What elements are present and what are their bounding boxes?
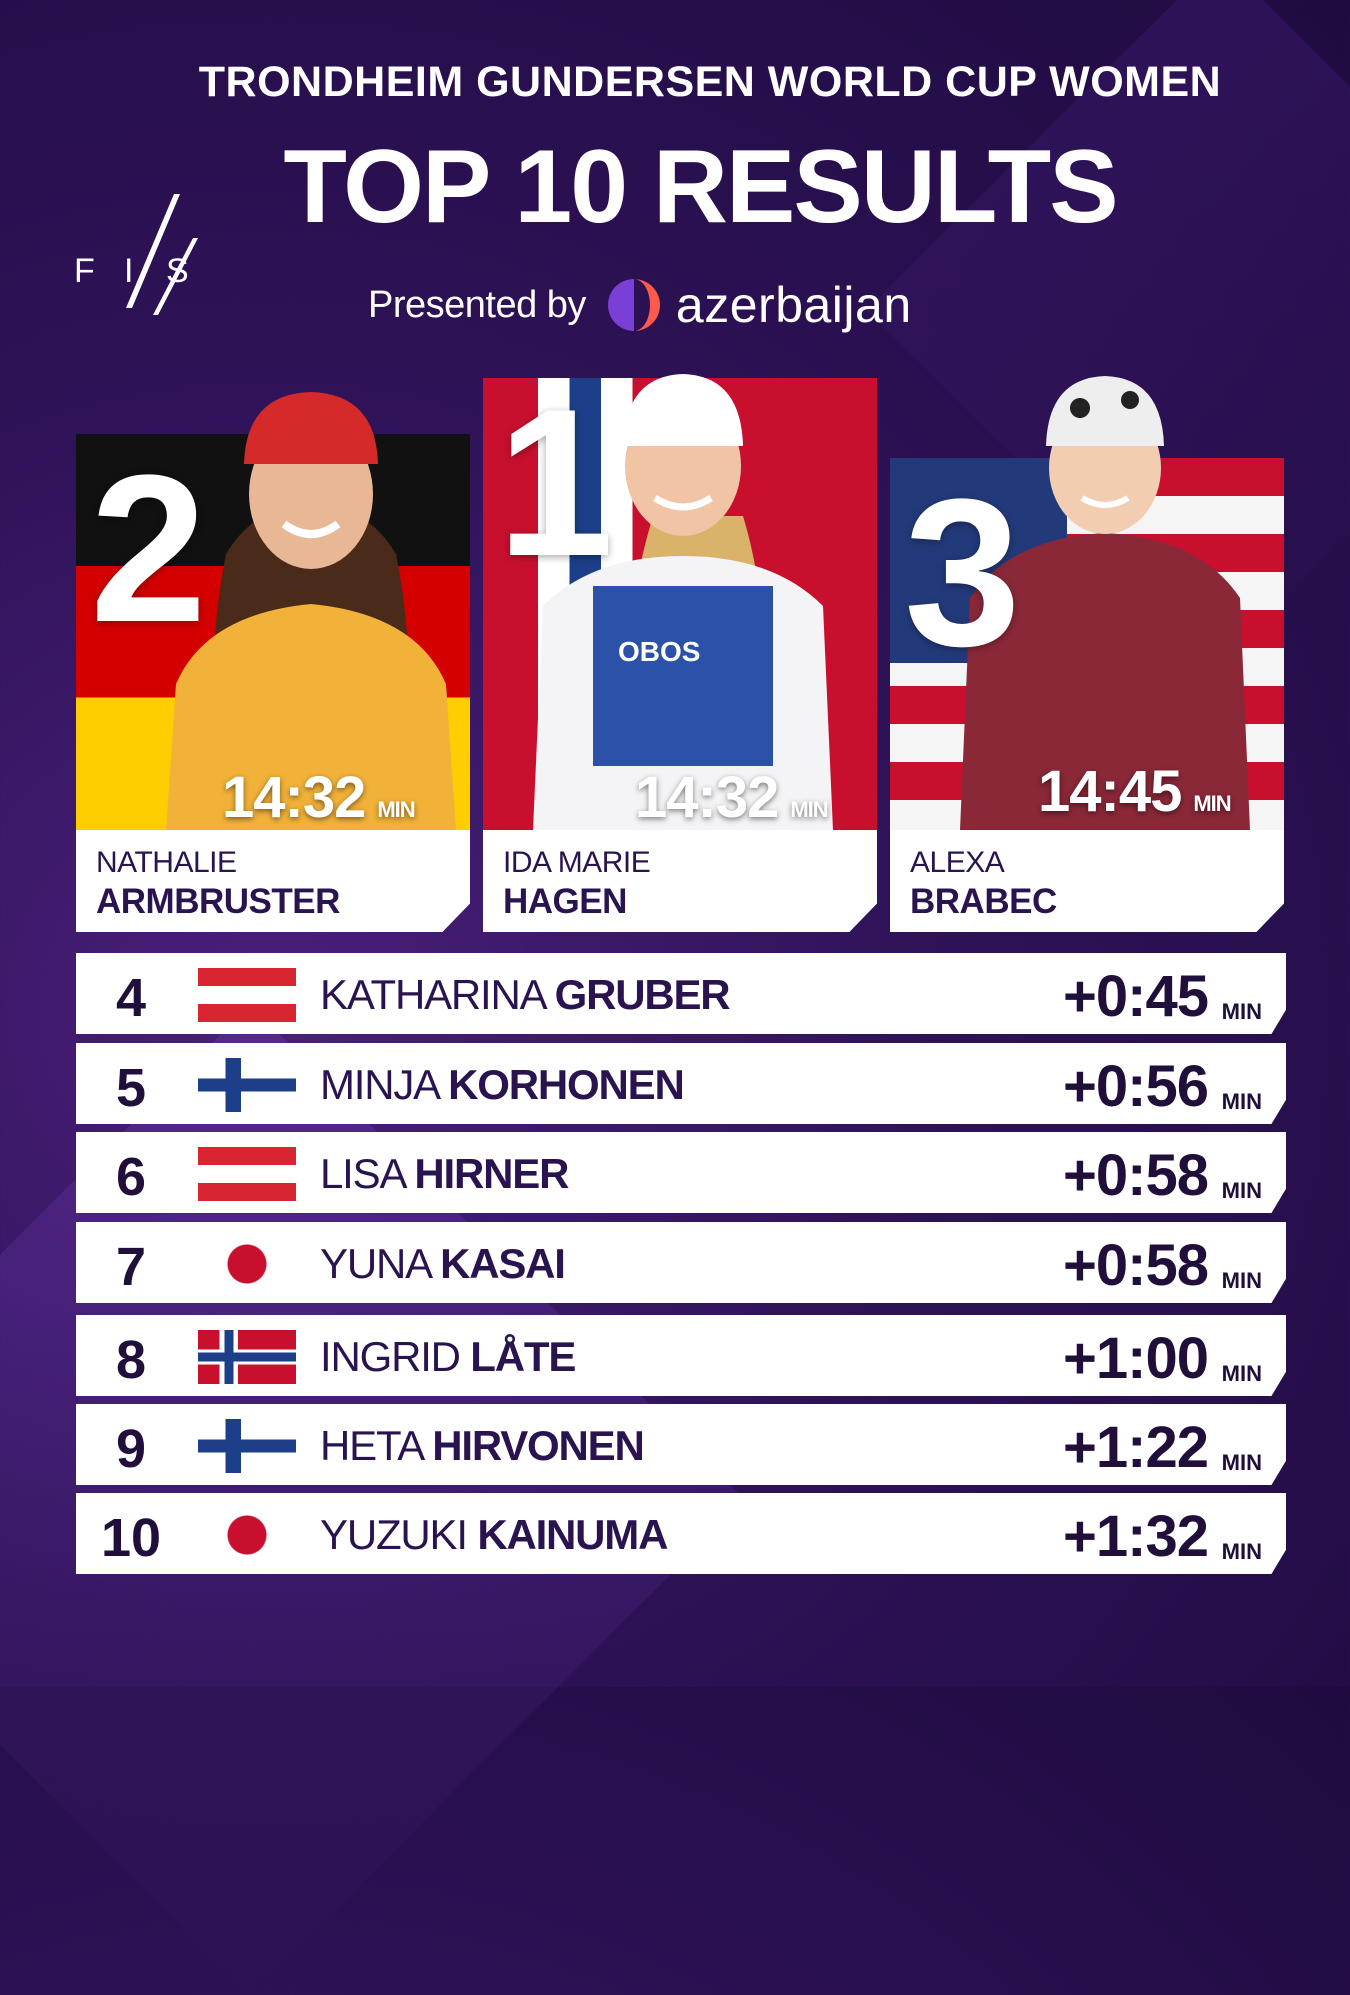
event-title: TRONDHEIM GUNDERSEN WORLD CUP WOMEN: [198, 58, 1222, 106]
podium-rank: 2: [90, 431, 207, 666]
athlete-first-name: KATHARINA: [320, 971, 545, 1018]
podium-time-unit: MIN: [1193, 791, 1231, 816]
athlete-last-name: HIRNER: [414, 1150, 569, 1197]
athlete-last-name: HIRVONEN: [432, 1422, 645, 1469]
presented-by: Presented by azerbaijan: [368, 270, 912, 340]
result-unit: MIN: [1221, 1361, 1262, 1386]
athlete-first-name: IDA MARIE: [503, 846, 651, 879]
athlete-last-name: GRUBER: [554, 971, 731, 1018]
presented-by-label: Presented by: [368, 283, 586, 326]
athlete-name: MINJA KORHONEN: [320, 1061, 685, 1109]
podium-time-value: 14:32: [635, 765, 779, 830]
athlete-name: INGRID LÅTE: [320, 1333, 576, 1381]
result-rank: 7: [115, 1237, 147, 1297]
result-rank: 6: [115, 1147, 147, 1207]
result-unit: MIN: [1221, 1450, 1262, 1475]
athlete-first-name: LISA: [320, 1150, 405, 1197]
podium-time: 14:32 MIN: [222, 764, 416, 831]
result-row: 8 INGRID LÅTE +1:00 MIN: [76, 1315, 1286, 1396]
norway-flag: [198, 1330, 296, 1384]
athlete-first-name: INGRID: [320, 1333, 461, 1380]
podium-rank: 3: [904, 455, 1021, 690]
athlete-last-name: KASAI: [440, 1240, 566, 1287]
result-rank: 10: [100, 1508, 162, 1568]
finland-flag: [198, 1058, 296, 1112]
result-row: 4 KATHARINA GRUBER +0:45 MIN: [76, 953, 1286, 1034]
athlete-last-name: LÅTE: [470, 1333, 576, 1380]
athlete-last-name: HAGEN: [503, 882, 627, 921]
athlete-last-name: KAINUMA: [477, 1511, 668, 1558]
result-rank: 9: [115, 1419, 147, 1479]
athlete-first-name: YUZUKI: [320, 1511, 468, 1558]
result-rank: 8: [115, 1330, 147, 1390]
austria-flag: [198, 1147, 296, 1201]
result-gap: +1:00: [1063, 1326, 1209, 1391]
podium-namebox: ALEXA BRABEC: [890, 830, 1284, 932]
podium-card-1: OBOS 1 14:32 MIN IDA MARIE HAGEN: [483, 365, 877, 932]
athlete-first-name: YUNA: [320, 1240, 431, 1287]
athlete-name: YUNA KASAI: [320, 1240, 566, 1288]
result-row: 5 MINJA KORHONEN +0:56 MIN: [76, 1043, 1286, 1124]
athlete-first-name: MINJA: [320, 1061, 439, 1108]
athlete-first-name: ALEXA: [910, 846, 1005, 879]
result-gap: +0:56: [1063, 1054, 1209, 1119]
podium-namebox: NATHALIE ARMBRUSTER: [76, 830, 470, 932]
result-unit: MIN: [1221, 999, 1262, 1024]
athlete-photo: OBOS: [533, 374, 833, 830]
podium-time-unit: MIN: [377, 797, 415, 822]
fis-logo: F I S: [70, 190, 200, 320]
athlete-photo: [960, 376, 1250, 830]
podium-time-value: 14:32: [222, 765, 366, 830]
athlete-name: HETA HIRVONEN: [320, 1422, 645, 1470]
podium-time: 14:45 MIN: [1038, 758, 1232, 825]
result-gap: +0:58: [1063, 1233, 1209, 1298]
result-rank: 5: [115, 1058, 147, 1118]
result-row: 6 LISA HIRNER +0:58 MIN: [76, 1132, 1286, 1213]
result-unit: MIN: [1221, 1178, 1262, 1203]
result-unit: MIN: [1221, 1268, 1262, 1293]
podium-time-unit: MIN: [790, 797, 828, 822]
athlete-name: LISA HIRNER: [320, 1150, 569, 1198]
athlete-name: KATHARINA GRUBER: [320, 971, 731, 1019]
athlete-first-name: HETA: [320, 1422, 423, 1469]
svg-text:OBOS: OBOS: [618, 636, 700, 667]
result-row: 10 YUZUKI KAINUMA +1:32 MIN: [76, 1493, 1286, 1574]
result-gap: +1:22: [1063, 1415, 1209, 1480]
athlete-photo: [166, 392, 456, 830]
result-row: 9 HETA HIRVONEN +1:22 MIN: [76, 1404, 1286, 1485]
result-rank: 4: [115, 968, 147, 1028]
result-gap: +0:45: [1063, 964, 1209, 1029]
svg-text:I: I: [124, 252, 133, 290]
athlete-first-name: NATHALIE: [96, 846, 237, 879]
athlete-last-name: BRABEC: [910, 882, 1057, 921]
podium-namebox: IDA MARIE HAGEN: [483, 830, 877, 932]
svg-text:F: F: [74, 252, 95, 290]
podium-card-2: 2 14:32 MIN NATHALIE ARMBRUSTER: [76, 392, 470, 932]
athlete-last-name: KORHONEN: [448, 1061, 685, 1108]
podium-time-value: 14:45: [1038, 759, 1182, 824]
athlete-last-name: ARMBRUSTER: [96, 882, 340, 921]
result-unit: MIN: [1221, 1539, 1262, 1564]
result-row: 7 YUNA KASAI +0:58 MIN: [76, 1222, 1286, 1303]
azerbaijan-logo-icon: [607, 279, 660, 331]
podium-time: 14:32 MIN: [635, 764, 829, 831]
result-unit: MIN: [1221, 1089, 1262, 1114]
result-gap: +0:58: [1063, 1143, 1209, 1208]
page-title: TOP 10 RESULTS: [283, 129, 1118, 245]
austria-flag: [198, 968, 296, 1022]
japan-flag: [198, 1508, 296, 1562]
sponsor-name: azerbaijan: [675, 277, 912, 333]
japan-flag: [198, 1237, 296, 1291]
podium-rank: 1: [497, 365, 614, 600]
athlete-name: YUZUKI KAINUMA: [320, 1511, 668, 1559]
podium-card-3: 3 14:45 MIN ALEXA BRABEC: [890, 376, 1284, 932]
finland-flag: [198, 1419, 296, 1473]
svg-text:S: S: [166, 252, 189, 290]
result-gap: +1:32: [1063, 1504, 1209, 1569]
